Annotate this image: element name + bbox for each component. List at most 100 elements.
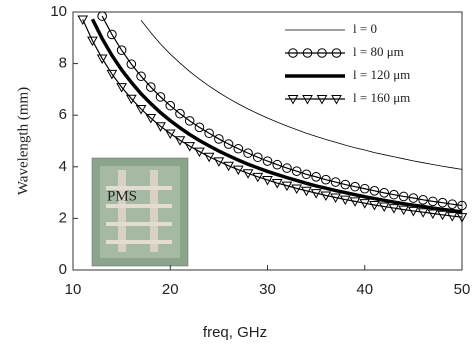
inset-finger [106,186,172,190]
x-tick-label: 10 [65,281,82,298]
marker [288,48,298,58]
marker [116,45,127,55]
marker [330,193,341,204]
marker [418,195,428,205]
marker [331,48,342,58]
marker [447,199,458,210]
marker [446,212,458,222]
marker [126,59,137,69]
marker [287,95,299,105]
series-line [140,20,463,170]
y-tick-label: 2 [59,209,67,226]
marker [107,29,117,40]
inset-finger [106,222,172,226]
marker [437,210,448,221]
marker [204,128,214,139]
marker [301,169,312,180]
marker [427,209,439,220]
y-tick-label: 4 [59,158,67,175]
x-tick-label: 50 [454,281,471,298]
marker [310,189,322,199]
marker [389,189,399,200]
marker [252,172,264,183]
x-tick-label: 40 [356,281,373,298]
marker [311,172,321,182]
marker [184,142,196,152]
marker [164,129,176,140]
marker [233,143,244,154]
legend-label: l = 80 μm [353,44,404,59]
marker [146,82,156,92]
marker [242,169,254,179]
marker [96,54,108,64]
marker [125,94,137,105]
marker [271,179,283,189]
marker [223,139,234,149]
x-tick-label: 20 [162,281,179,298]
marker [243,148,253,158]
marker [87,36,98,47]
inset-electrode [150,170,158,252]
x-tick-label: 30 [259,281,276,298]
marker [331,95,342,105]
inset-electrode [118,170,126,252]
inset-finger [106,240,172,244]
marker [320,191,332,201]
marker [316,95,328,105]
marker [379,188,390,198]
marker [184,116,195,126]
marker [174,136,186,146]
marker [321,174,331,185]
y-tick-label: 8 [59,55,67,72]
marker [175,108,185,119]
legend-label: l = 0 [353,21,377,36]
marker [457,200,467,211]
marker [378,202,390,213]
y-tick-label: 0 [59,261,67,278]
y-axis-title: Wavelength (mm) [15,87,31,195]
marker [272,159,283,170]
y-tick-label: 6 [59,106,67,123]
marker [350,181,360,192]
marker [203,152,215,163]
inset-photo: PMS [91,157,189,267]
marker [97,11,107,21]
marker [252,152,263,163]
marker [106,69,118,80]
marker [262,175,273,186]
marker [428,196,438,207]
marker [388,204,400,214]
marker [282,163,292,173]
marker [214,134,224,144]
marker [136,71,146,82]
marker [165,100,176,111]
inset-label: PMS [107,188,137,204]
marker [349,197,361,207]
marker [398,191,409,202]
marker [155,92,166,102]
marker [339,195,351,206]
marker [359,199,371,209]
marker [145,114,157,124]
marker [116,83,127,93]
marker [408,193,419,203]
marker [302,48,313,58]
legend-label: l = 120 μm [353,67,410,82]
marker [340,179,351,190]
marker [291,184,303,194]
inset-chip [100,166,180,258]
marker [398,205,410,216]
x-axis-title: freq, GHz [203,324,267,341]
marker [317,48,327,58]
marker [194,147,205,158]
marker [262,156,273,166]
marker [232,165,244,176]
inset-finger [106,204,172,208]
marker [301,186,312,197]
marker [417,208,429,218]
marker [291,166,302,176]
marker [369,200,380,211]
legend-label: l = 160 μm [353,90,410,105]
